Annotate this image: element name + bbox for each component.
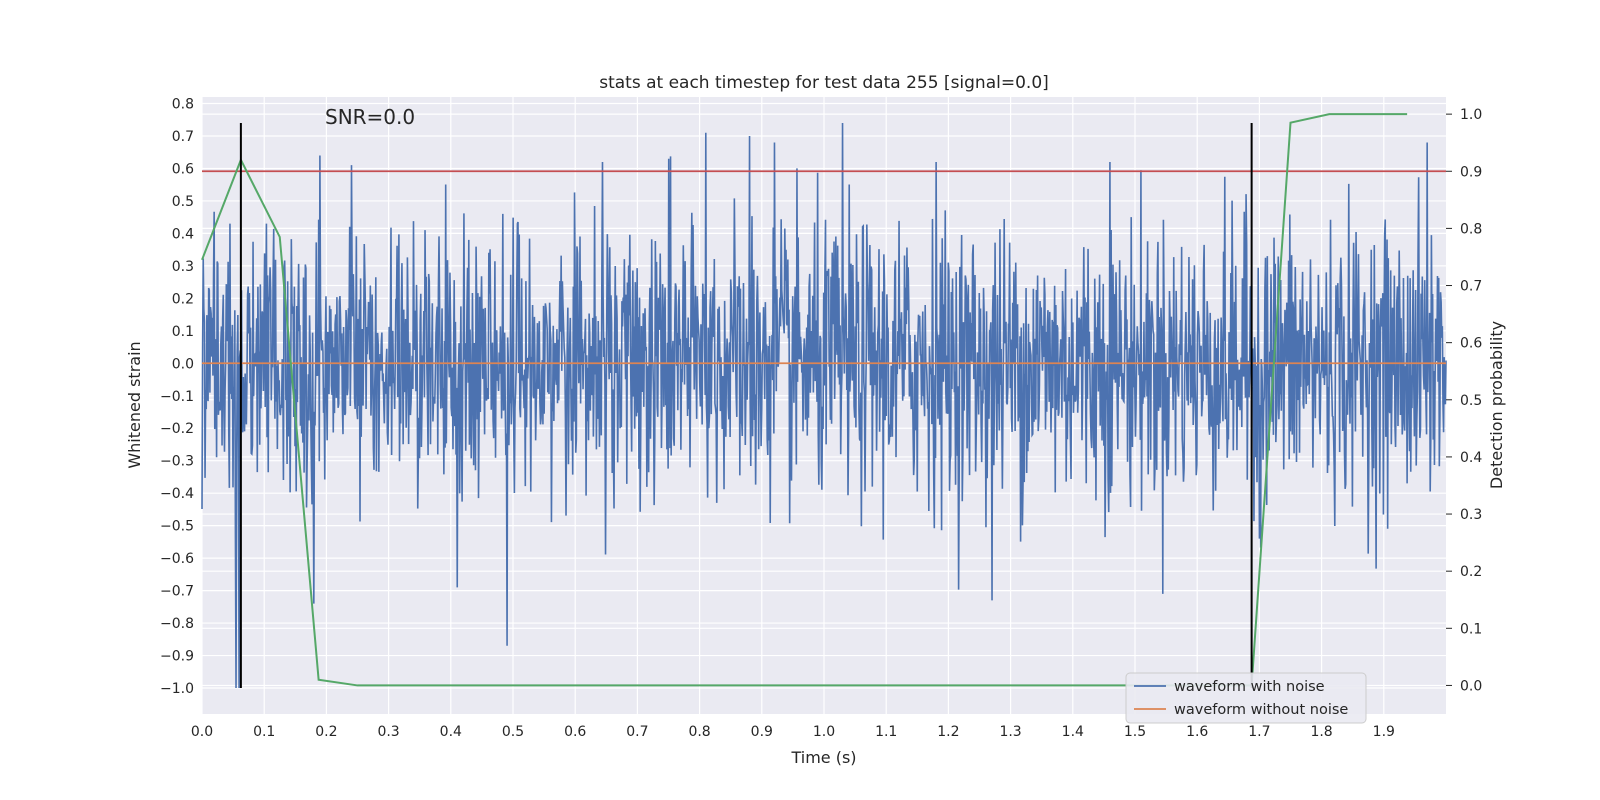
x-tick-label: 1.4 bbox=[1062, 724, 1084, 740]
x-tick-label: 1.6 bbox=[1186, 724, 1208, 740]
y-tick-label: −0.9 bbox=[160, 649, 194, 665]
y-tick-label: 0.1 bbox=[172, 324, 194, 340]
y2-axis-ticks: 1.0 0.9 0.8 0.7 0.6 0.5 0.4 0.3 0.2 0.1 0.0 bbox=[1446, 107, 1482, 694]
x-tick-label: 0.1 bbox=[253, 724, 275, 740]
y2-tick-label: 0.7 bbox=[1460, 279, 1482, 295]
y-tick-label: −0.1 bbox=[160, 389, 194, 405]
y-tick-label: −0.2 bbox=[160, 421, 194, 437]
x-tick-label: 1.8 bbox=[1310, 724, 1332, 740]
x-tick-label: 0.6 bbox=[564, 724, 586, 740]
series-waveform-with-noise bbox=[201, 122, 1447, 689]
y-tick-label: −1.0 bbox=[160, 681, 194, 697]
y-tick-label: −0.6 bbox=[160, 551, 194, 567]
y2-tick-label: 0.2 bbox=[1460, 564, 1482, 580]
x-tick-label: 0.5 bbox=[502, 724, 524, 740]
x-tick-label: 1.9 bbox=[1373, 724, 1395, 740]
y2-tick-label: 1.0 bbox=[1460, 107, 1482, 123]
y2-tick-label: 0.8 bbox=[1460, 221, 1482, 237]
x-tick-label: 0.8 bbox=[688, 724, 710, 740]
y2-tick-label: 0.0 bbox=[1460, 678, 1482, 694]
x-tick-label: 1.5 bbox=[1124, 724, 1146, 740]
x-axis-title: Time (s) bbox=[790, 748, 856, 767]
y-tick-label: 0.0 bbox=[172, 356, 194, 372]
x-axis-ticks: 0.0 0.1 0.2 0.3 0.4 0.5 0.6 0.7 0.8 0.9 1.0 1.1 1.2 1… bbox=[191, 724, 1395, 740]
x-tick-label: 0.7 bbox=[626, 724, 648, 740]
y-tick-label: 0.3 bbox=[172, 259, 194, 275]
y2-tick-label: 0.6 bbox=[1460, 336, 1482, 352]
x-tick-label: 0.0 bbox=[191, 724, 213, 740]
marker-lines bbox=[239, 122, 1253, 689]
y-tick-label: −0.5 bbox=[160, 519, 194, 535]
x-tick-label: 1.3 bbox=[999, 724, 1021, 740]
detection-probability-line bbox=[201, 113, 1408, 687]
x-tick-label: 1.1 bbox=[875, 724, 897, 740]
legend: waveform with noise waveform without noi… bbox=[1125, 672, 1367, 724]
y-tick-label: 0.8 bbox=[172, 96, 194, 112]
y2-axis-title: Detection probability bbox=[1487, 321, 1506, 489]
y-tick-label: 0.2 bbox=[172, 291, 194, 307]
y-tick-label: 0.4 bbox=[172, 226, 194, 242]
series-detection-probability bbox=[201, 113, 1408, 687]
x-tick-label: 1.0 bbox=[813, 724, 835, 740]
y-tick-label: −0.4 bbox=[160, 486, 194, 502]
y-tick-label: −0.3 bbox=[160, 454, 194, 470]
x-tick-label: 1.7 bbox=[1248, 724, 1270, 740]
y-tick-label: 0.7 bbox=[172, 129, 194, 145]
x-tick-label: 0.2 bbox=[315, 724, 337, 740]
legend-box bbox=[1125, 672, 1367, 724]
x-tick-label: 1.2 bbox=[937, 724, 959, 740]
chart-title: stats at each timestep for test data 255… bbox=[599, 73, 1049, 93]
y2-tick-label: 0.4 bbox=[1460, 450, 1482, 466]
y-tick-label: 0.6 bbox=[172, 161, 194, 177]
y2-tick-label: 0.1 bbox=[1460, 621, 1482, 637]
noise-waveform-line bbox=[201, 122, 1447, 689]
y-tick-label: −0.8 bbox=[160, 616, 194, 632]
y-tick-label: 0.5 bbox=[172, 194, 194, 210]
x-tick-label: 0.9 bbox=[751, 724, 773, 740]
y-axis-title: Whitened strain bbox=[125, 341, 144, 468]
y-axis-ticks: 0.8 0.7 0.6 0.5 0.4 0.3 0.2 0.1 0.0 −0.1 −0.2 −0.3 −… bbox=[160, 96, 194, 697]
x-tick-label: 0.3 bbox=[377, 724, 399, 740]
snr-annotation: SNR=0.0 bbox=[325, 105, 415, 129]
y2-tick-label: 0.3 bbox=[1460, 507, 1482, 523]
y2-tick-label: 0.9 bbox=[1460, 164, 1482, 180]
legend-label-clean: waveform without noise bbox=[1174, 702, 1348, 718]
y2-tick-label: 0.5 bbox=[1460, 393, 1482, 409]
legend-label-noise: waveform with noise bbox=[1174, 679, 1325, 695]
x-tick-label: 0.4 bbox=[440, 724, 462, 740]
y-tick-label: −0.7 bbox=[160, 584, 194, 600]
